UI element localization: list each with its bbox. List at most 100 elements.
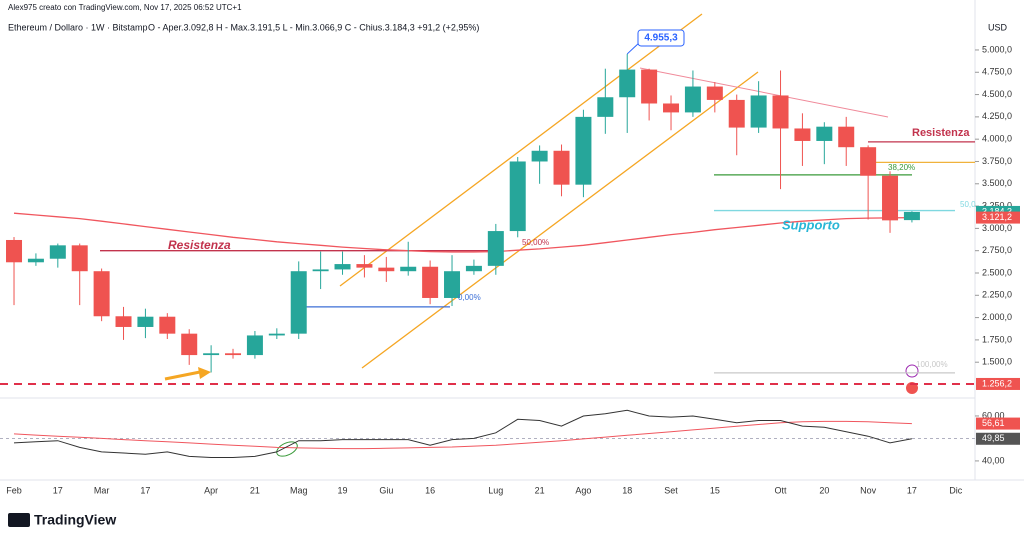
candle-body: [509, 161, 526, 232]
candle-body: [597, 97, 614, 117]
moving-average: [13, 212, 912, 253]
channel-lower: [361, 71, 759, 369]
x-tick-label: 15: [710, 485, 720, 495]
y-tick-label: 3.000,0: [982, 223, 1012, 233]
price-badge-label: 49,85: [982, 433, 1005, 443]
y-tick-label: 4.250,0: [982, 111, 1012, 121]
candle-body: [772, 95, 789, 129]
trend-line: [639, 67, 889, 118]
candle-body: [838, 126, 855, 148]
y-tick-label: 3.750,0: [982, 156, 1012, 166]
price-badge-label: 3.121,2: [982, 212, 1012, 222]
candle-body: [619, 69, 636, 98]
x-tick-label: 16: [425, 485, 435, 495]
y-tick-label: 1.500,0: [982, 357, 1012, 367]
candle-body: [706, 86, 723, 100]
x-tick-label: Giu: [379, 485, 393, 495]
candle-body: [465, 265, 482, 272]
arrow-head: [198, 367, 211, 379]
x-tick-label: Feb: [6, 485, 22, 495]
y-tick-label: 4.000,0: [982, 134, 1012, 144]
candle-body: [312, 269, 329, 272]
x-tick-label: Dic: [949, 485, 962, 495]
currency: USD: [988, 22, 1008, 32]
x-tick-label: 18: [622, 485, 632, 495]
y-tick-label: 2.750,0: [982, 245, 1012, 255]
callout-label: 4.955,3: [644, 33, 678, 44]
event-icon: [906, 382, 918, 394]
candle-body: [137, 316, 154, 327]
logo-icon: [8, 513, 30, 527]
candle-body: [750, 95, 767, 128]
candle-body: [531, 150, 548, 162]
candle-body: [225, 353, 242, 356]
y-tick-label: 1.750,0: [982, 334, 1012, 344]
y-tick-label: 4.750,0: [982, 67, 1012, 77]
y-tick-label: 3.500,0: [982, 178, 1012, 188]
y-tick-label: 5.000,0: [982, 44, 1012, 54]
y-tick-label: 2.000,0: [982, 312, 1012, 322]
annotation: Resistenza: [168, 238, 231, 252]
price-badge: [976, 211, 1020, 224]
candle-body: [159, 316, 176, 334]
candle-body: [290, 271, 307, 334]
annotation: 100,00%: [916, 360, 948, 369]
candle-body: [444, 271, 461, 298]
candle-body: [400, 266, 417, 272]
candle-body: [356, 264, 373, 268]
candle-body: [728, 99, 745, 128]
candle-body: [816, 126, 833, 141]
x-tick-label: Mar: [94, 485, 110, 495]
rsi-tick-label: 60,00: [982, 410, 1005, 420]
price-badge-label: 56,61: [982, 418, 1005, 428]
x-tick-label: Mag: [290, 485, 308, 495]
price-badge-label: 1.256,2: [982, 378, 1012, 388]
y-tick-label: 2.500,0: [982, 267, 1012, 277]
x-tick-label: Ott: [775, 485, 788, 495]
ohlc: O - Aper.3.092,8 H - Max.3.191,5 L - Min…: [148, 22, 479, 32]
brand: TradingView: [34, 512, 116, 528]
rsi-highlight: [276, 441, 298, 457]
annotation: 50,0: [960, 200, 976, 209]
candle-body: [882, 175, 899, 221]
event-icon: [905, 364, 919, 378]
arrow: [164, 370, 201, 381]
candle-body: [203, 353, 220, 356]
x-tick-label: Set: [664, 485, 678, 495]
y-tick-label: 2.250,0: [982, 290, 1012, 300]
price-badge: [976, 417, 1020, 430]
header: Alex975 creato con TradingView.com, Nov …: [8, 3, 242, 12]
candle-body: [553, 150, 570, 185]
candle-body: [903, 211, 920, 221]
candle-body: [575, 116, 592, 185]
callout-box: [637, 29, 685, 47]
y-tick-label: 4.500,0: [982, 89, 1012, 99]
annotation: 0,00%: [458, 293, 481, 302]
rsi-ma-line: [13, 420, 912, 450]
x-tick-label: 21: [535, 485, 545, 495]
candle-body: [794, 128, 811, 141]
x-tick-label: Apr: [204, 485, 218, 495]
candle-body: [663, 103, 680, 113]
x-tick-label: Ago: [575, 485, 591, 495]
candle-body: [181, 333, 198, 356]
candle-body: [378, 267, 395, 272]
rsi-line: [13, 409, 912, 458]
x-tick-label: 17: [53, 485, 63, 495]
symbol-title: Ethereum / Dollaro · 1W · Bitstamp: [8, 22, 148, 32]
candle-body: [93, 271, 110, 317]
candle-body: [641, 69, 658, 104]
candle-body: [246, 335, 263, 356]
x-tick-label: Lug: [488, 485, 503, 495]
candle-body: [115, 316, 132, 327]
x-tick-label: Nov: [860, 485, 877, 495]
candle-body: [268, 333, 285, 336]
price-badge: [976, 432, 1020, 445]
rsi-tick-label: 40,00: [982, 455, 1005, 465]
annotation: Resistenza: [912, 127, 970, 139]
channel-upper: [339, 13, 703, 287]
candle-body: [860, 147, 877, 176]
candle-body: [27, 258, 44, 263]
